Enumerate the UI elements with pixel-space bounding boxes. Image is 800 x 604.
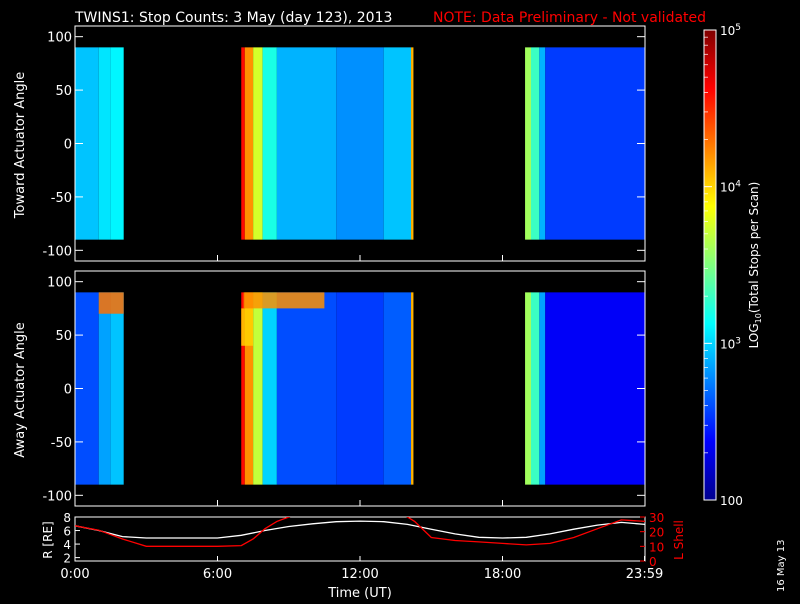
toward-segment-0-band-2 [110, 47, 124, 240]
away-hot-patch-0 [98, 292, 124, 314]
away-segment-1-band-7 [411, 292, 414, 485]
away-segment-0-band-1 [98, 292, 111, 485]
away-segment-0-band-0 [75, 292, 99, 485]
away-segment-2-band-3 [545, 292, 645, 485]
orbit-lines [75, 517, 645, 547]
time-axis-label: Time (UT) [327, 586, 392, 600]
colorbar-tick-base: 10 [720, 181, 735, 195]
orbit-left-axis-label: R [RE] [41, 521, 55, 558]
away-segment-1-band-3 [262, 292, 277, 485]
toward-segment-1-band-3 [262, 47, 277, 240]
time-tick-label: 12:00 [341, 567, 378, 582]
orbit-left-tick-label: 6 [63, 525, 71, 539]
orbit-right-tick-label: 0 [649, 555, 657, 569]
toward-segment-1-band-7 [411, 47, 414, 240]
colorbar-gradient [704, 30, 716, 500]
away-segment-1-band-4 [276, 292, 337, 485]
time-tick-label: 18:00 [484, 567, 521, 582]
away-ytick-label: 50 [55, 329, 72, 344]
time-axis-ticks: 0:00 6:00 12:00 18:00 23:59 [60, 556, 663, 582]
time-tick-label: 0:00 [60, 567, 89, 582]
toward-segment-0-band-1 [98, 47, 111, 240]
away-segment-2-band-0 [525, 292, 531, 485]
toward-panel: Toward Actuator Angle 100 50 0 -50 -100 [13, 25, 646, 262]
colorbar-tick-base: 10 [720, 337, 735, 351]
orbit-left-tick-label: 8 [63, 511, 71, 525]
colorbar-tick-exponent: 4 [735, 180, 741, 190]
orbit-right-tick-label: 20 [649, 526, 664, 540]
colorbar-label-sub: 10 [754, 313, 763, 323]
colorbar-label-main: LOG [747, 323, 761, 348]
away-panel: Away Actuator Angle 100 50 0 -50 -100 [13, 270, 646, 507]
toward-segment-0-band-0 [75, 47, 99, 240]
away-hot-patch-2 [241, 308, 254, 346]
orbit-right-axis-label: L Shell [672, 520, 686, 560]
colorbar-tick-base: 10 [720, 24, 735, 38]
away-segment-1-band-0 [241, 292, 245, 485]
colorbar-tick-exponent: 5 [735, 23, 741, 33]
toward-heatmap [75, 47, 645, 240]
toward-segment-2-band-3 [545, 47, 645, 240]
toward-ytick-label: -50 [51, 191, 72, 206]
colorbar-tick-label: 103 [720, 336, 741, 351]
colorbar-tick-label: 104 [720, 180, 741, 195]
toward-segment-1-band-2 [253, 47, 263, 240]
away-ytick-label: 0 [64, 383, 72, 398]
away-ytick-label: -100 [42, 489, 72, 504]
colorbar-label: LOG10(Total Stops per Scan) [747, 182, 763, 349]
away-segment-2-band-1 [531, 292, 540, 485]
l-shell-line [75, 517, 645, 547]
away-ytick-label: -50 [51, 436, 72, 451]
toward-ytick-label: -100 [42, 244, 72, 259]
away-hot-patch-1 [243, 292, 325, 309]
colorbar-tick-label: 100 [720, 494, 743, 508]
away-segment-1-band-5 [336, 292, 384, 485]
toward-ytick-label: 0 [64, 138, 72, 153]
time-tick-label: 23:59 [626, 567, 663, 582]
orbit-right-tick-label: 10 [649, 540, 664, 554]
orbit-panel-frame [74, 516, 646, 562]
toward-segment-2-band-1 [531, 47, 540, 240]
colorbar-label-rest: (Total Stops per Scan) [747, 182, 761, 313]
away-heatmap [75, 292, 645, 485]
generation-date: 16 May 13 [776, 540, 787, 592]
away-segment-1-band-2 [253, 292, 263, 485]
toward-segment-1-band-0 [241, 47, 245, 240]
figure-title: TWINS1: Stop Counts: 3 May (day 123), 20… [74, 10, 392, 26]
colorbar-tick-label: 105 [720, 23, 741, 38]
away-ytick-label: 100 [47, 276, 72, 291]
away-y-ticks: 100 50 0 -50 -100 [42, 276, 646, 506]
toward-y-ticks: 100 50 0 -50 -100 [42, 31, 646, 261]
colorbar-tick-base: 100 [720, 494, 743, 508]
toward-segment-1-band-5 [336, 47, 384, 240]
preliminary-note: NOTE: Data Preliminary - Not validated [433, 10, 706, 26]
away-panel-ylabel: Away Actuator Angle [13, 322, 28, 457]
toward-segment-1-band-4 [276, 47, 337, 240]
toward-segment-1-band-6 [383, 47, 412, 240]
orbit-left-tick-label: 2 [63, 552, 71, 566]
away-segment-1-band-1 [244, 292, 254, 485]
toward-segment-2-band-2 [539, 47, 546, 240]
time-tick-label: 6:00 [203, 567, 232, 582]
toward-ytick-label: 100 [47, 31, 72, 46]
r-distance-line [75, 520, 645, 539]
toward-segment-1-band-1 [244, 47, 254, 240]
away-segment-1-band-6 [383, 292, 412, 485]
colorbar-tick-exponent: 3 [735, 336, 741, 346]
toward-ytick-label: 50 [55, 84, 72, 99]
toward-panel-ylabel: Toward Actuator Angle [13, 72, 28, 219]
away-segment-2-band-2 [539, 292, 546, 485]
toward-segment-2-band-0 [525, 47, 531, 240]
away-segment-0-band-2 [110, 292, 124, 485]
orbit-left-tick-label: 4 [63, 538, 71, 552]
orbit-right-tick-label: 30 [649, 511, 664, 525]
